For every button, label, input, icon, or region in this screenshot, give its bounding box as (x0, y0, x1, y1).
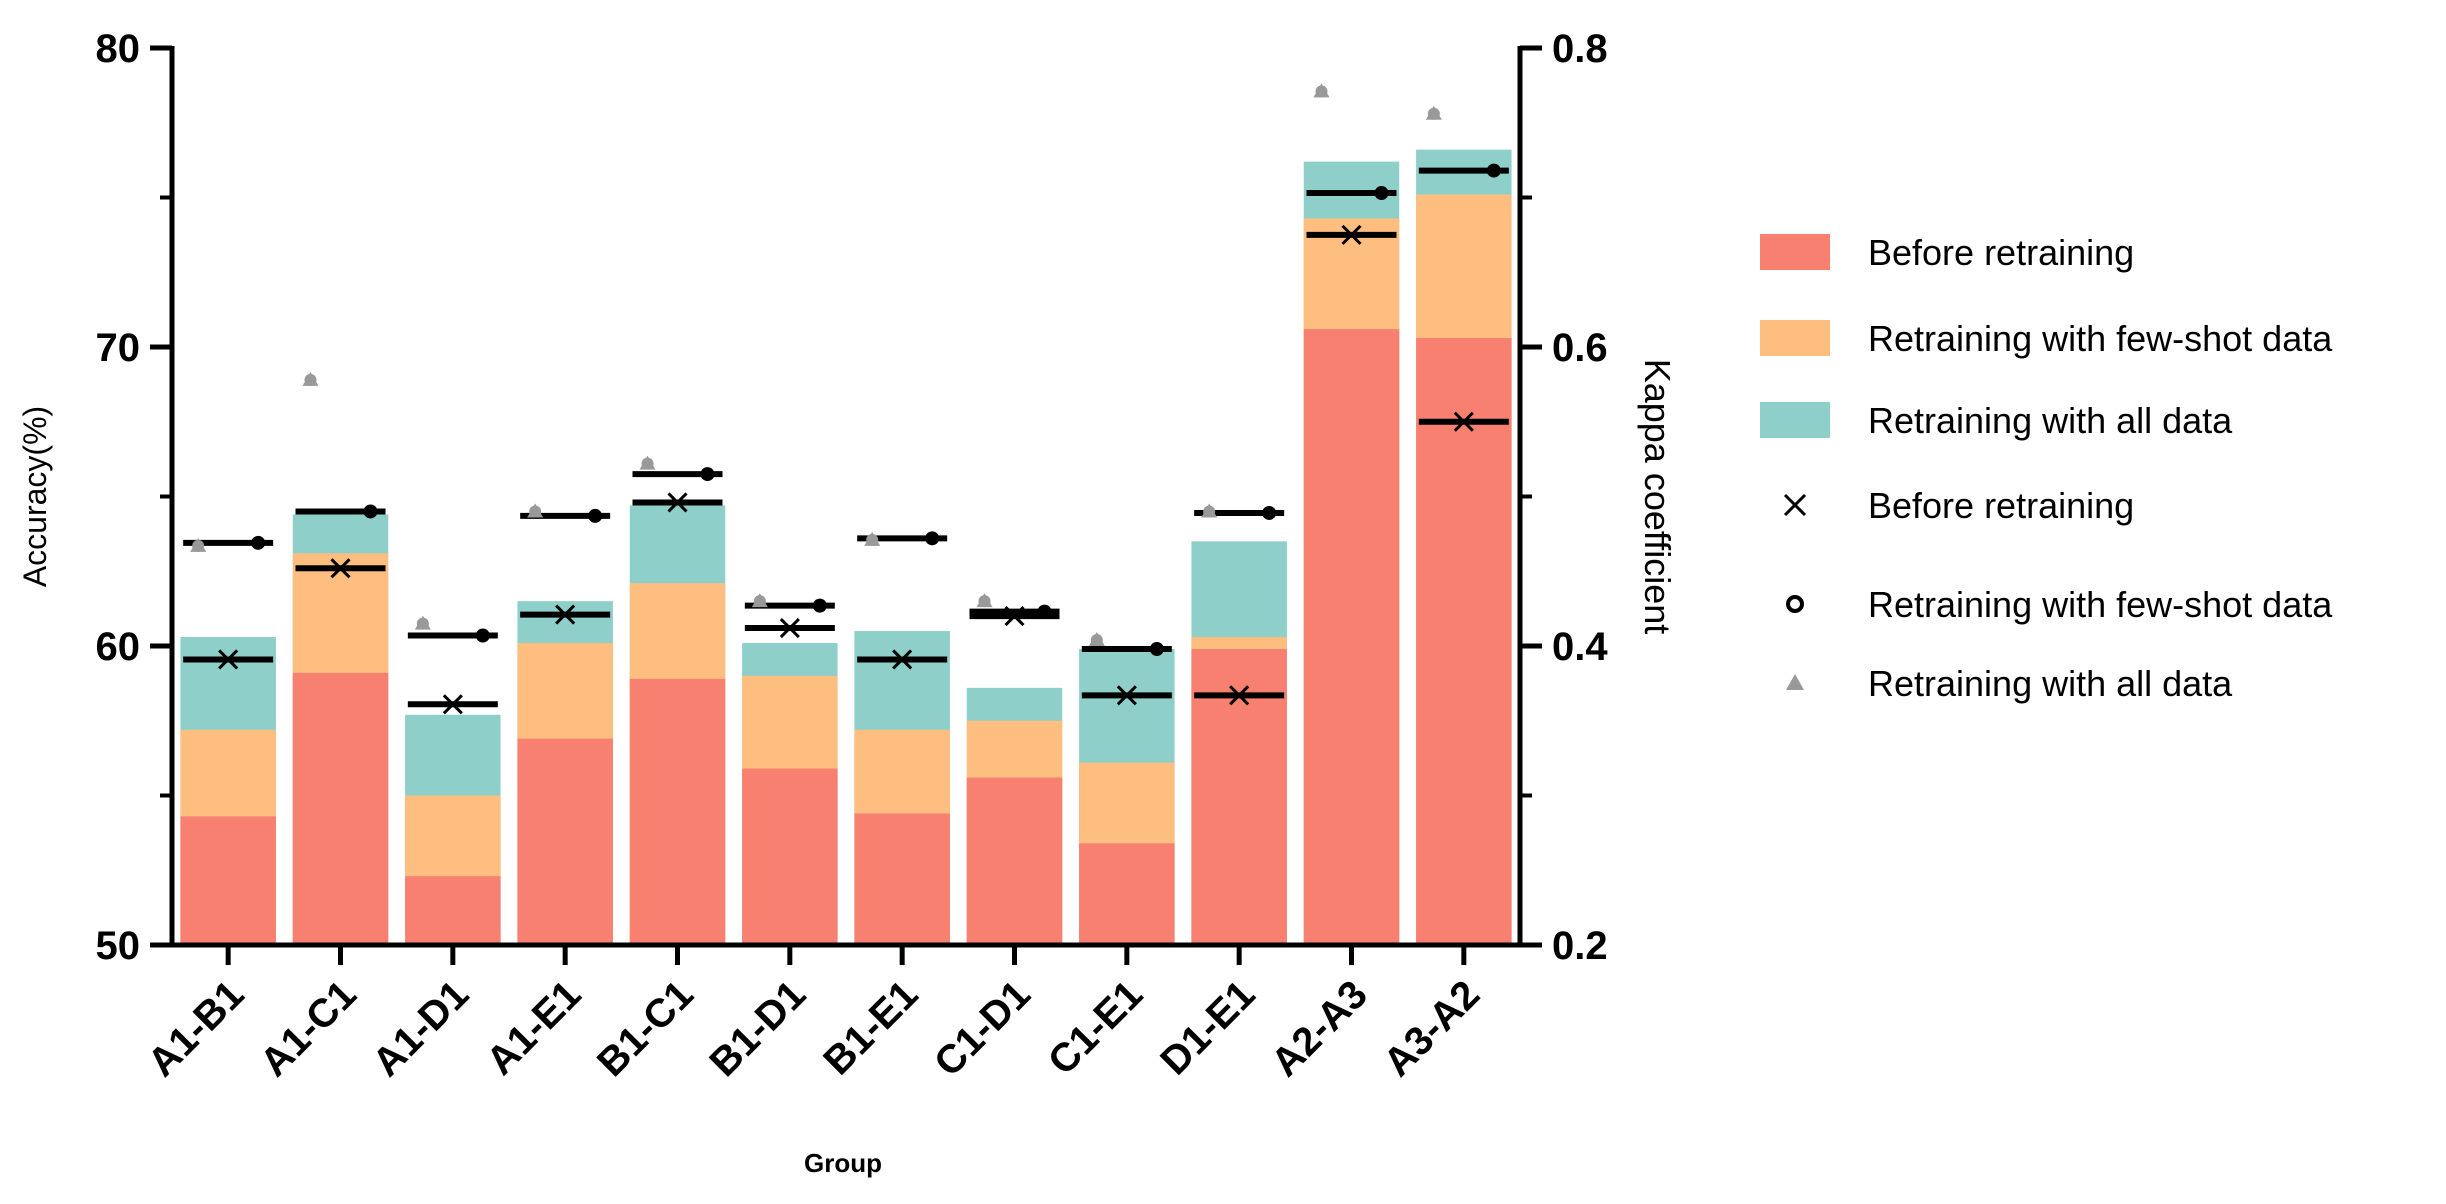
y-axis-title: Accuracy(%) (17, 406, 53, 587)
kappa-layer (183, 83, 1509, 715)
x-tick-label-c1-d1: C1-D1 (926, 972, 1039, 1085)
kappa-circle-c1-e1 (1149, 641, 1164, 656)
legend-label-2: Retraining with few-shot data (1868, 318, 2333, 359)
legend-label-4: Before retraining (1868, 485, 2134, 526)
x-axis-title: Group (804, 1148, 882, 1178)
bars-layer (180, 149, 1512, 945)
legend-swatch-2 (1760, 320, 1830, 356)
x-tick-label-a1-e1: A1-E1 (478, 972, 589, 1083)
y2-tick-label: 0.8 (1552, 27, 1608, 71)
bar-before-retraining-a2-a3 (1303, 329, 1400, 945)
kappa-triangle-dot-a3-a2 (1427, 107, 1440, 120)
kappa-cross-stroke (779, 617, 800, 639)
y2-tick-label: 0.2 (1552, 924, 1608, 968)
x-tick-label-d1-e1: D1-E1 (1152, 972, 1263, 1083)
x-tick-label-b1-d1: B1-D1 (701, 972, 814, 1085)
kappa-circle-a1-e1 (588, 508, 603, 523)
legend-label-6: Retraining with all data (1868, 663, 2233, 704)
x-tick-label-a1-c1: A1-C1 (252, 972, 365, 1085)
x-tick-label-b1-c1: B1-C1 (589, 972, 702, 1085)
bar-before-retraining-c1-e1 (1079, 843, 1175, 945)
kappa-cross-stroke (442, 694, 463, 715)
kappa-cross-stroke (892, 649, 913, 670)
kappa-circle-a3-a2 (1486, 163, 1501, 178)
y-tick-label: 70 (96, 326, 141, 370)
bar-before-retraining-b1-d1 (742, 768, 838, 945)
legend-label-1: Before retraining (1868, 232, 2134, 273)
y-tick-label: 50 (96, 924, 141, 968)
y2-tick-label: 0.4 (1552, 625, 1608, 669)
kappa-triangle-dot-b1-d1 (753, 595, 766, 608)
kappa-triangle-dot-c1-d1 (978, 595, 991, 608)
kappa-circle-a2-a3 (1374, 186, 1389, 201)
kappa-triangle-dot-a1-d1 (416, 617, 429, 630)
x-tick-label-a1-d1: A1-D1 (364, 972, 477, 1085)
kappa-circle-c1-d1 (1037, 604, 1052, 619)
kappa-circle-a1-d1 (475, 628, 490, 643)
kappa-circle-b1-c1 (700, 467, 715, 482)
legend-marker-triangle (1786, 674, 1804, 690)
kappa-cross-b1-d1 (779, 617, 800, 639)
kappa-circle-a1-c1 (363, 504, 378, 519)
x-tick-label-c1-e1: C1-E1 (1040, 972, 1151, 1083)
bar-before-retraining-a3-a2 (1416, 338, 1512, 945)
y2-tick-label: 0.6 (1552, 326, 1608, 370)
kappa-triangle-dot-a1-e1 (529, 505, 542, 518)
x-tick-label-a1-b1: A1-B1 (140, 972, 253, 1085)
kappa-cross-stroke (1229, 685, 1250, 706)
legend-marker-cross (1783, 493, 1807, 517)
x-tick-label-a3-a2: A3-A2 (1375, 972, 1488, 1085)
x-tick-label-a2-a3: A2-A3 (1263, 972, 1376, 1085)
y-tick-label: 60 (96, 625, 141, 669)
kappa-triangle-dot-a2-a3 (1315, 85, 1328, 98)
legend-cross-stroke (1783, 493, 1807, 517)
kappa-triangle-dot-a1-c1 (304, 373, 317, 386)
bar-before-retraining-a1-d1 (405, 876, 501, 945)
kappa-cross-a1-d1 (442, 694, 463, 715)
kappa-cross-stroke (218, 649, 239, 670)
kappa-circle-d1-e1 (1262, 505, 1277, 520)
kappa-circle-a1-b1 (251, 535, 266, 550)
kappa-cross-a1-c1 (330, 558, 351, 579)
kappa-cross-stroke (1453, 411, 1474, 432)
kappa-cross-stroke (555, 604, 576, 625)
kappa-cross-b1-c1 (667, 492, 688, 513)
bar-before-retraining-a1-e1 (517, 738, 613, 945)
kappa-cross-stroke (330, 558, 351, 579)
y-tick-label: 80 (96, 27, 141, 71)
legend: Before retraining Retraining with few-sho… (1760, 232, 2333, 704)
kappa-circle-b1-e1 (925, 531, 940, 546)
bar-before-retraining-b1-c1 (629, 678, 726, 945)
kappa-triangle-dot-b1-c1 (641, 457, 654, 470)
bar-before-retraining-c1-d1 (966, 777, 1063, 945)
kappa-cross-d1-e1 (1229, 685, 1250, 706)
legend-marker-circle (1786, 595, 1804, 613)
kappa-cross-c1-e1 (1116, 685, 1137, 706)
kappa-cross-stroke (1116, 685, 1137, 706)
kappa-cross-stroke (667, 492, 688, 513)
kappa-triangle-dot-c1-e1 (1090, 634, 1103, 647)
kappa-cross-a3-a2 (1453, 411, 1474, 432)
kappa-cross-a1-b1 (218, 649, 239, 670)
legend-label-3: Retraining with all data (1868, 400, 2233, 441)
kappa-triangle-dot-a1-b1 (192, 539, 205, 552)
x-tick-label-b1-e1: B1-E1 (815, 972, 926, 1083)
kappa-cross-a1-e1 (555, 604, 576, 625)
legend-label-5: Retraining with few-shot data (1868, 584, 2333, 625)
bar-before-retraining-b1-e1 (854, 813, 950, 945)
bar-before-retraining-a1-b1 (180, 816, 276, 945)
kappa-triangle-dot-d1-e1 (1203, 505, 1216, 518)
bar-before-retraining-a1-c1 (292, 672, 389, 945)
kappa-circle-b1-d1 (812, 598, 827, 613)
kappa-cross-a2-a3 (1341, 224, 1362, 245)
legend-swatch-3 (1760, 402, 1830, 438)
y2-axis-title: Kappa coefficient (1637, 359, 1678, 635)
kappa-triangle-dot-b1-e1 (866, 533, 879, 546)
legend-swatch-1 (1760, 234, 1830, 270)
kappa-cross-b1-e1 (892, 649, 913, 670)
kappa-cross-stroke (1341, 224, 1362, 245)
